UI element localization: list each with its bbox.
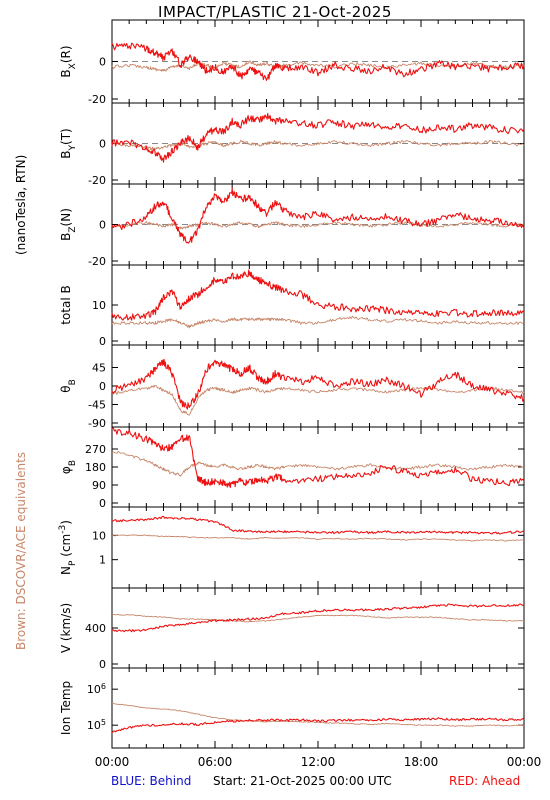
y-tick-label: 45 xyxy=(92,362,106,375)
y-tick-label: 105 xyxy=(87,718,106,733)
panel-ylabel: Ion Temp xyxy=(59,681,73,735)
dscovr-series-line xyxy=(112,534,525,542)
panel-frame xyxy=(111,264,525,346)
legend-ahead: RED: Ahead xyxy=(449,774,521,788)
dscovr-series-line xyxy=(111,220,525,230)
y-tick-label: 0 xyxy=(99,56,106,69)
y-tick-label: 270 xyxy=(85,443,106,456)
ahead-series-line xyxy=(111,603,525,633)
panel-ylabel: BY(T) xyxy=(59,128,78,158)
x-tick-label: 00:00 xyxy=(507,755,542,769)
ahead-series-line xyxy=(111,358,525,410)
ahead-series-line xyxy=(111,42,525,81)
y-tick-label: 180 xyxy=(85,461,106,474)
y-tick-label: -45 xyxy=(88,399,106,412)
dscovr-series-line xyxy=(111,315,525,329)
y-tick-label: -20 xyxy=(88,255,106,268)
y-tick-label: 0 xyxy=(99,219,106,232)
y-tick-label: 0 xyxy=(99,658,106,671)
panel-ylabel: BX(R) xyxy=(59,45,78,77)
panel-frame xyxy=(111,344,525,428)
panel-ylabel: NP (cm-3) xyxy=(58,520,78,575)
y-tick-label: -20 xyxy=(88,93,106,106)
units-label: (nanoTesla, RTN) xyxy=(14,154,28,255)
panel-frame xyxy=(111,587,525,669)
dscovr-series-line xyxy=(111,613,525,623)
plot-title: IMPACT/PLASTIC 21-Oct-2025 xyxy=(158,3,392,21)
y-tick-label: 10 xyxy=(92,299,106,312)
ahead-series-line xyxy=(111,187,525,244)
y-tick-label: -20 xyxy=(88,174,106,187)
y-tick-label: 90 xyxy=(92,479,106,492)
y-tick-label: 1 xyxy=(99,554,106,567)
y-tick-label: 0 xyxy=(99,497,106,510)
ahead-series-line xyxy=(111,427,525,489)
y-tick-label: 0 xyxy=(99,380,106,393)
dscovr-series-line xyxy=(112,702,525,727)
dscovr-series-line xyxy=(111,385,525,416)
y-tick-label: 0 xyxy=(99,138,106,151)
panel-ylabel: φB xyxy=(59,460,78,474)
ahead-series-line xyxy=(111,269,525,321)
start-time-label: Start: 21-Oct-2025 00:00 UTC xyxy=(213,774,392,788)
dscovr-series-line xyxy=(111,60,525,72)
x-tick-label: 12:00 xyxy=(301,755,336,769)
y-tick-label: 106 xyxy=(87,682,106,697)
y-tick-label: 400 xyxy=(85,622,106,635)
x-tick-label: 06:00 xyxy=(198,755,233,769)
y-tick-label: 10 xyxy=(92,529,106,542)
panel-ylabel: BZ(N) xyxy=(59,208,78,241)
legend-behind: BLUE: Behind xyxy=(111,774,192,788)
dscovr-series-line xyxy=(111,139,525,151)
ahead-series-line xyxy=(111,515,525,535)
y-tick-label: 0 xyxy=(99,335,106,348)
panel-ylabel: θB xyxy=(59,379,78,393)
ahead-series-line xyxy=(111,717,525,734)
panel-ylabel: V (km/s) xyxy=(59,603,73,653)
dscovr-series-line xyxy=(111,451,525,477)
panel-frame xyxy=(111,667,525,749)
panel-ylabel: total B xyxy=(59,285,73,325)
ahead-series-line xyxy=(111,112,525,163)
y-tick-label: -90 xyxy=(88,417,106,430)
dscovr-legend-note: Brown: DSCOVR/ACE equivalents xyxy=(14,451,28,650)
x-tick-label: 00:00 xyxy=(95,755,130,769)
x-tick-label: 18:00 xyxy=(404,755,439,769)
